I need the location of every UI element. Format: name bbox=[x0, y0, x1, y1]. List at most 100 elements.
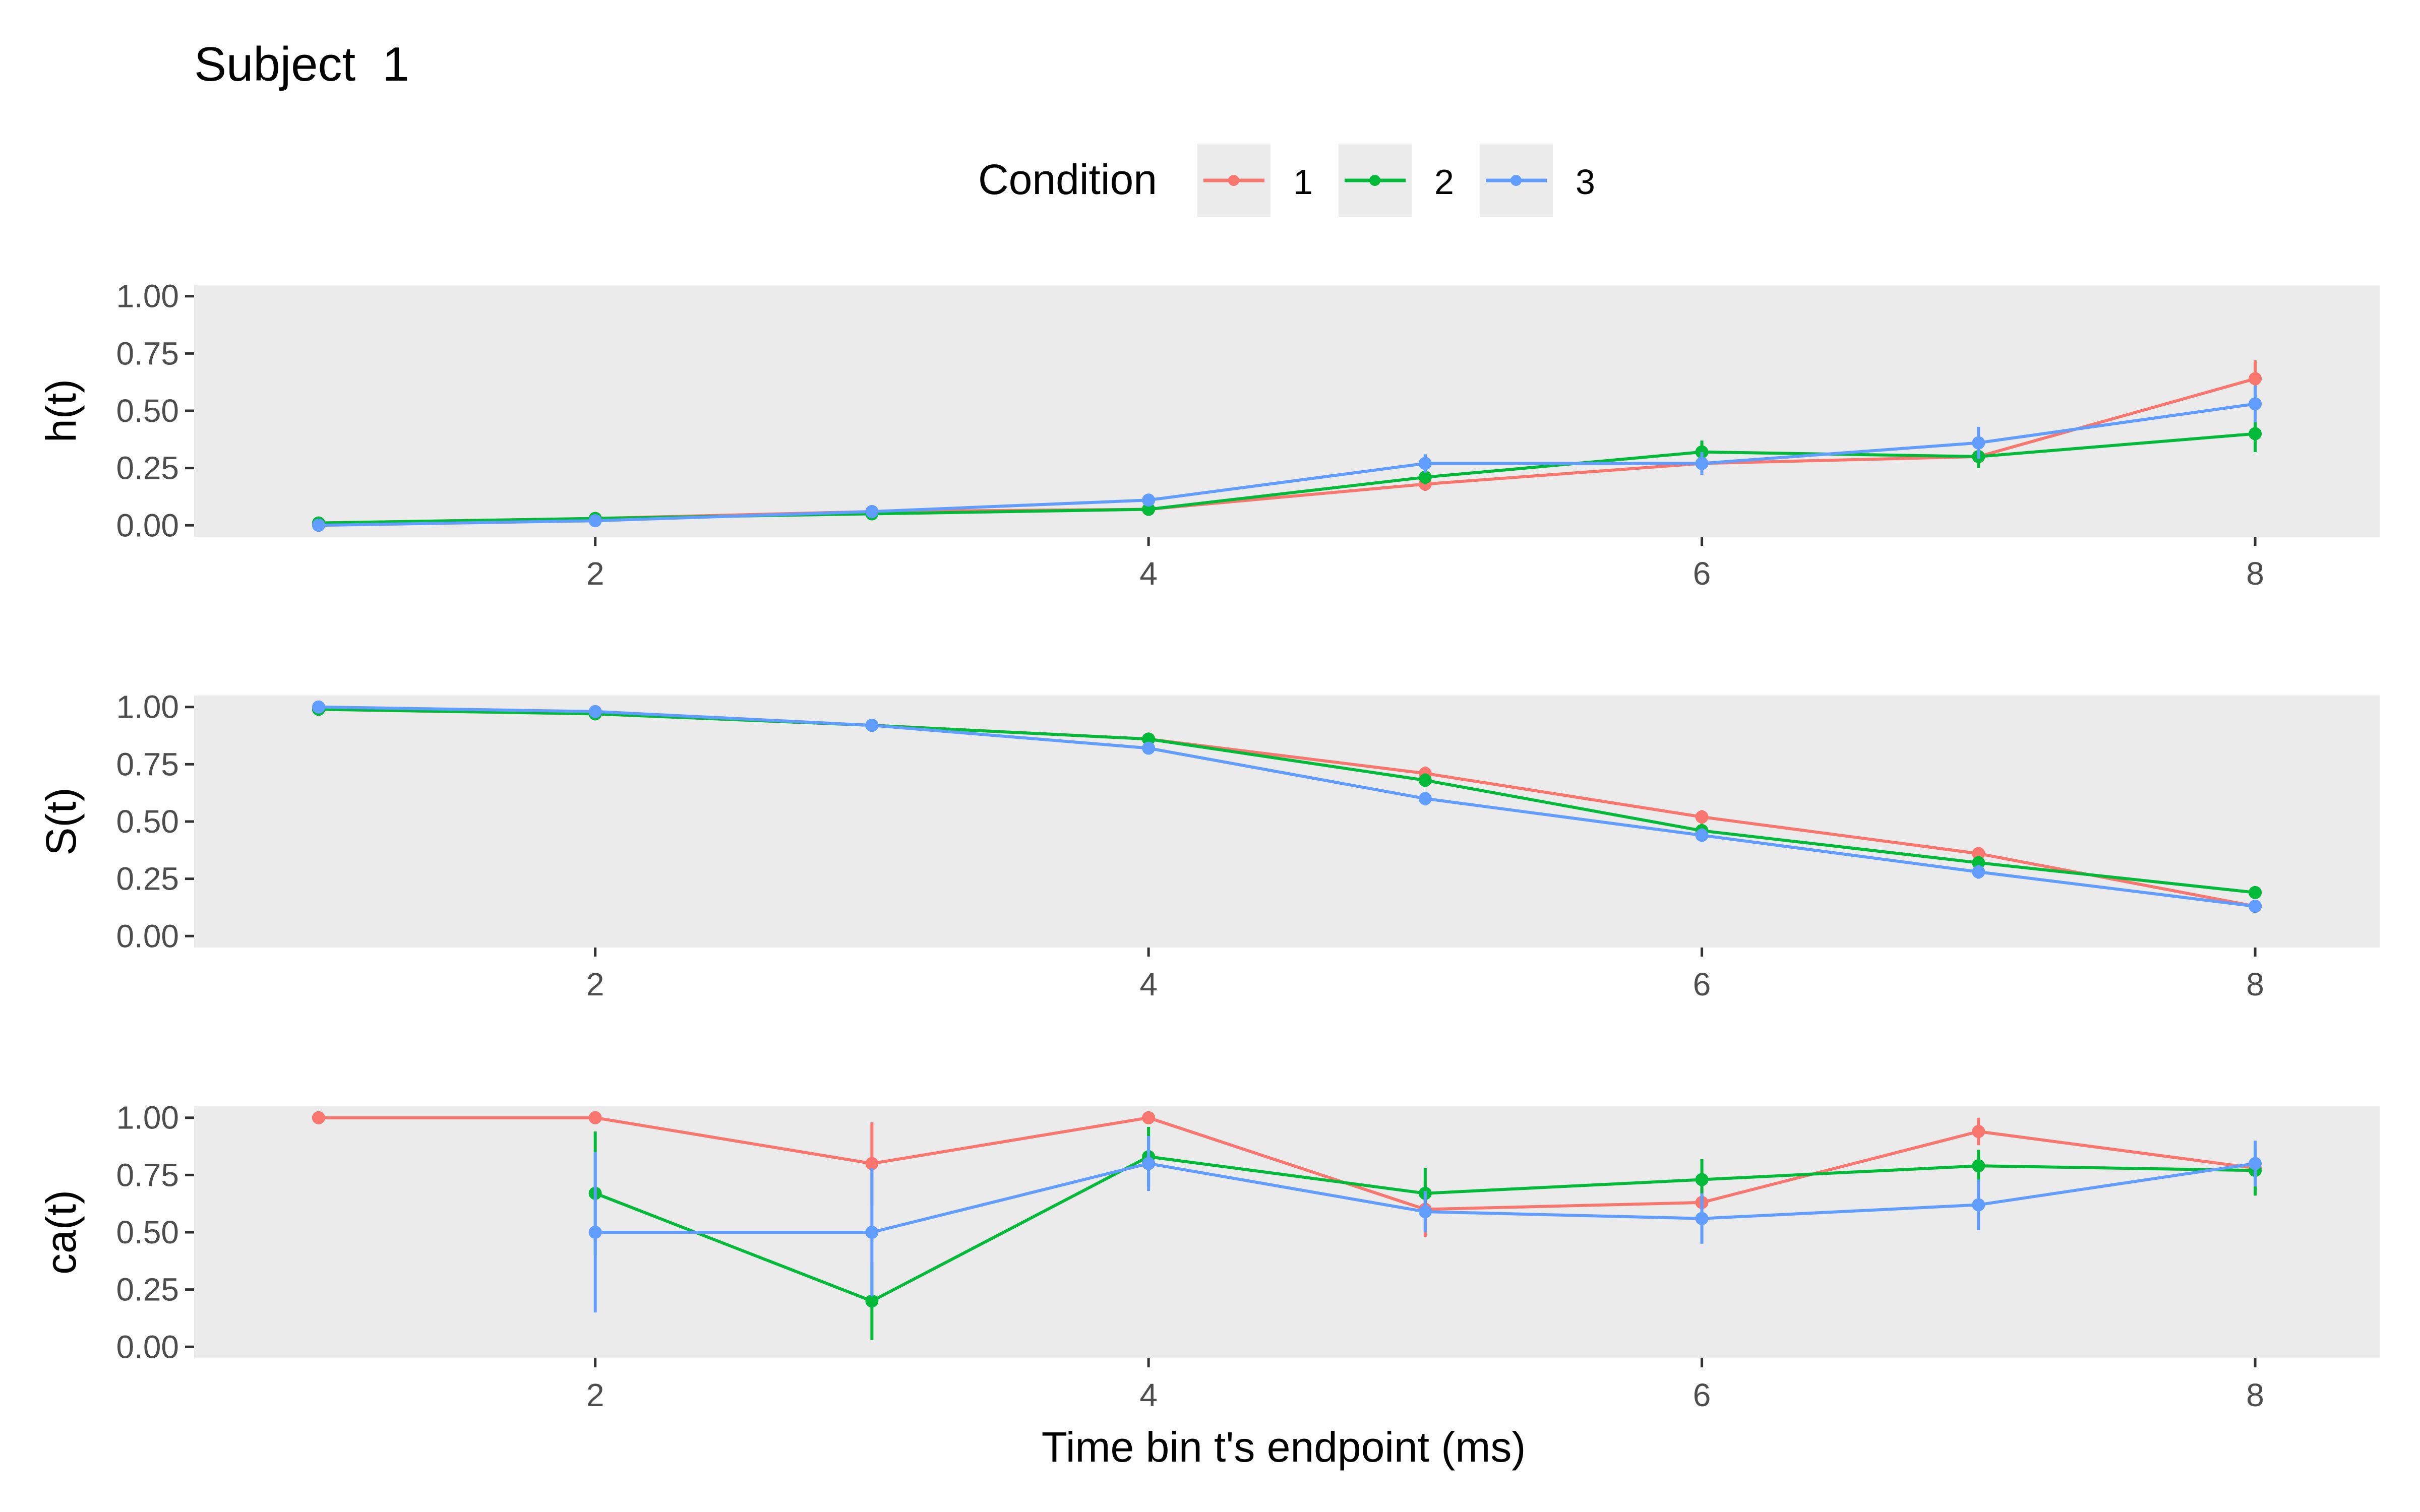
data-point bbox=[1695, 1212, 1709, 1225]
legend: Condition 1 2 3 bbox=[978, 144, 1595, 217]
data-point bbox=[1418, 774, 1432, 787]
legend-key-point-3 bbox=[1510, 175, 1522, 186]
data-point bbox=[1142, 502, 1156, 516]
y-tick-label: 0.50 bbox=[116, 393, 179, 429]
data-point bbox=[1142, 741, 1156, 755]
series-line-2 bbox=[318, 708, 2256, 894]
data-point bbox=[312, 1111, 325, 1124]
legend-title: Condition bbox=[978, 156, 1157, 203]
y-tick-label: 1.00 bbox=[116, 1100, 179, 1136]
data-point bbox=[865, 1226, 879, 1239]
data-point bbox=[1695, 829, 1709, 842]
y-axis-label: h(t) bbox=[37, 379, 85, 443]
data-point bbox=[1142, 732, 1156, 746]
panel-background bbox=[194, 1106, 2380, 1358]
data-point bbox=[865, 505, 879, 518]
series-line-2 bbox=[318, 432, 2256, 525]
panel-1: 0.00 0.25 0.50 0.75 1.00 2 4 6 8 h(t) bbox=[37, 278, 2380, 592]
x-tick-label: 4 bbox=[1139, 555, 1158, 592]
legend-item-2: 2 bbox=[1339, 144, 1454, 217]
data-point bbox=[1972, 865, 1985, 878]
data-point bbox=[1418, 457, 1432, 470]
facet-panels: 0.00 0.25 0.50 0.75 1.00 2 4 6 8 h(t) 0.00 0.25 0.50… bbox=[37, 278, 2380, 1413]
series-line-3 bbox=[318, 402, 2256, 527]
y-tick-label: 0.50 bbox=[116, 1214, 179, 1250]
panel-2: 0.00 0.25 0.50 0.75 1.00 2 4 6 8 S(t) bbox=[37, 689, 2380, 1002]
data-point bbox=[2249, 886, 2262, 899]
x-tick-label: 8 bbox=[2246, 966, 2264, 1002]
data-point bbox=[2249, 1157, 2262, 1170]
legend-label-1: 1 bbox=[1293, 162, 1313, 202]
data-point bbox=[2249, 427, 2262, 440]
data-point bbox=[588, 705, 602, 718]
data-point bbox=[1972, 856, 1985, 869]
series-3 bbox=[312, 386, 2262, 532]
data-point bbox=[588, 1226, 602, 1239]
data-point bbox=[1972, 1159, 1985, 1173]
data-point bbox=[865, 719, 879, 732]
x-tick-label: 6 bbox=[1693, 1377, 1711, 1413]
y-tick-label: 0.75 bbox=[116, 335, 179, 371]
chart-title: Subject 1 bbox=[194, 37, 409, 91]
legend-label-2: 2 bbox=[1434, 162, 1454, 202]
data-point bbox=[2249, 900, 2262, 913]
data-point bbox=[588, 1111, 602, 1124]
x-tick-label: 6 bbox=[1693, 555, 1711, 592]
data-point bbox=[865, 1294, 879, 1308]
x-tick-label: 6 bbox=[1693, 966, 1711, 1002]
data-point bbox=[1418, 792, 1432, 805]
data-point bbox=[1695, 810, 1709, 824]
y-axis-label: ca(t) bbox=[37, 1190, 85, 1275]
data-point bbox=[1972, 1198, 1985, 1212]
y-tick-label: 0.75 bbox=[116, 746, 179, 782]
data-point bbox=[1142, 1111, 1156, 1124]
y-tick-label: 1.00 bbox=[116, 278, 179, 314]
data-point bbox=[312, 700, 325, 714]
data-point bbox=[1418, 470, 1432, 484]
series-line-1 bbox=[318, 1116, 2256, 1211]
legend-key-point-2 bbox=[1369, 175, 1380, 186]
y-tick-label: 0.50 bbox=[116, 803, 179, 840]
data-point bbox=[1972, 1125, 1985, 1138]
data-point bbox=[312, 519, 325, 532]
y-tick-label: 1.00 bbox=[116, 689, 179, 725]
data-point bbox=[865, 1157, 879, 1170]
y-tick-label: 0.75 bbox=[116, 1157, 179, 1193]
series-line-3 bbox=[318, 705, 2256, 908]
x-tick-label: 2 bbox=[586, 966, 604, 1002]
panel-3: 0.00 0.25 0.50 0.75 1.00 2 4 6 8 ca(t) bbox=[37, 1100, 2380, 1413]
legend-item-3: 3 bbox=[1480, 144, 1595, 217]
x-tick-label: 8 bbox=[2246, 555, 2264, 592]
data-point bbox=[2249, 397, 2262, 411]
y-axis-label: S(t) bbox=[37, 787, 85, 855]
panel-background bbox=[194, 696, 2380, 948]
y-tick-label: 0.25 bbox=[116, 861, 179, 897]
x-axis-label: Time bin t's endpoint (ms) bbox=[1042, 1423, 1526, 1471]
data-point bbox=[1695, 457, 1709, 470]
data-point bbox=[1972, 436, 1985, 450]
x-tick-label: 2 bbox=[586, 555, 604, 592]
y-tick-label: 0.25 bbox=[116, 450, 179, 486]
x-tick-label: 8 bbox=[2246, 1377, 2264, 1413]
data-point bbox=[588, 514, 602, 528]
y-tick-label: 0.00 bbox=[116, 1329, 179, 1365]
legend-item-1: 1 bbox=[1197, 144, 1313, 217]
y-tick-label: 0.00 bbox=[116, 918, 179, 954]
data-point bbox=[1695, 1173, 1709, 1186]
legend-items: 1 2 3 bbox=[1197, 144, 1595, 217]
x-tick-label: 4 bbox=[1139, 1377, 1158, 1413]
data-point bbox=[1142, 1157, 1156, 1170]
x-tick-label: 4 bbox=[1139, 966, 1158, 1002]
data-point bbox=[1972, 847, 1985, 860]
legend-key-point-1 bbox=[1228, 175, 1239, 186]
data-point bbox=[2249, 372, 2262, 386]
y-tick-label: 0.25 bbox=[116, 1272, 179, 1308]
data-point bbox=[1142, 493, 1156, 507]
series-3 bbox=[312, 700, 2262, 913]
panel-background bbox=[194, 285, 2380, 537]
y-tick-label: 0.00 bbox=[116, 507, 179, 543]
x-tick-label: 2 bbox=[586, 1377, 604, 1413]
legend-label-3: 3 bbox=[1576, 162, 1595, 202]
